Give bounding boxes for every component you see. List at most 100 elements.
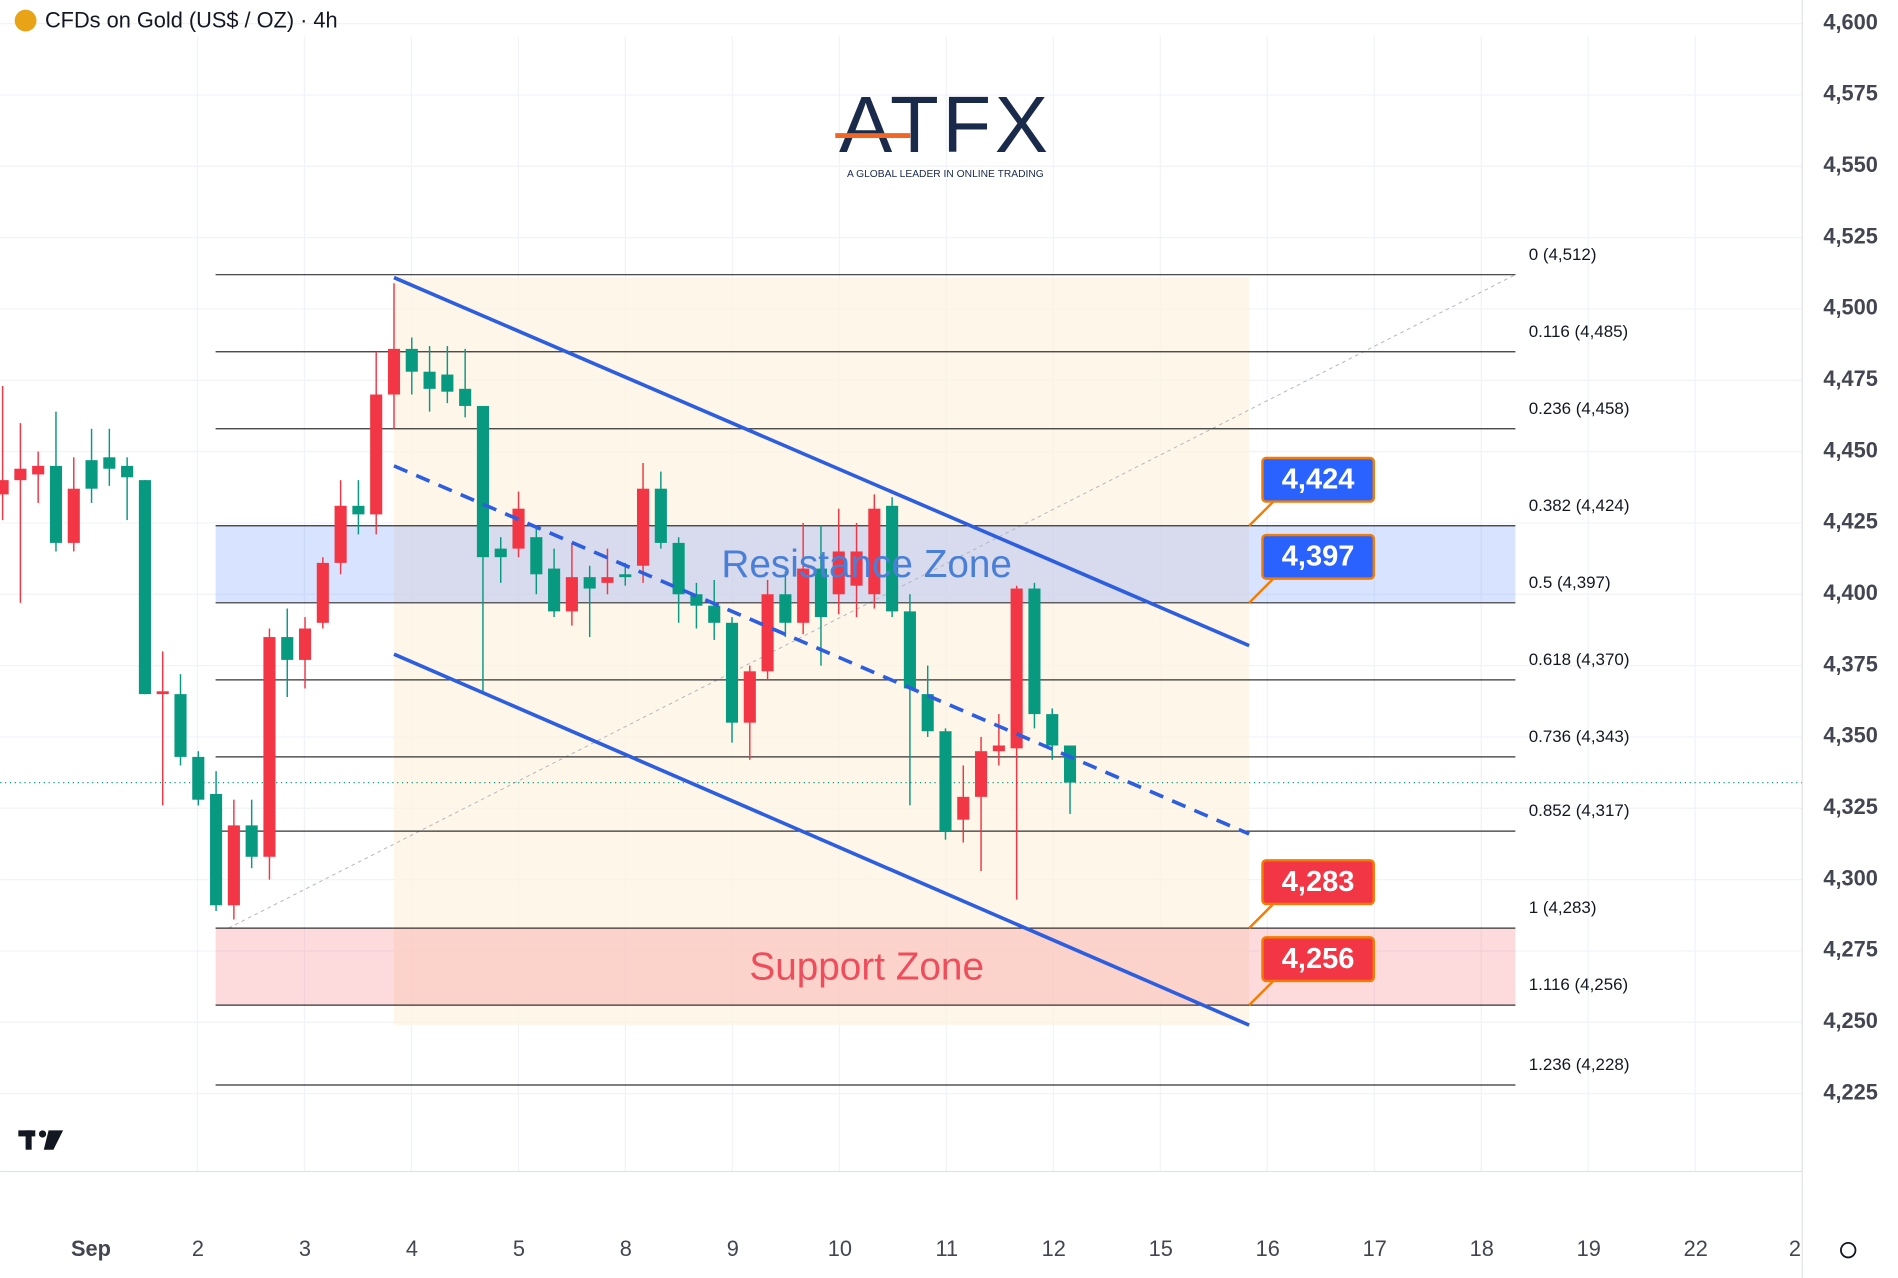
candle-body [459, 388, 472, 406]
logo-tagline: A GLOBAL LEADER IN ONLINE TRADING [847, 169, 1044, 180]
y-tick-label: 4,225 [1823, 1079, 1877, 1104]
callout-box [1261, 936, 1375, 983]
logo: ATFX [839, 80, 1052, 169]
settings-icon[interactable] [1840, 1241, 1857, 1259]
candle-body [121, 465, 134, 478]
candle-body [103, 457, 116, 469]
candle-body [316, 562, 329, 623]
candle-body [601, 577, 614, 583]
callout-pointer [1248, 577, 1275, 604]
candle-body [49, 465, 63, 543]
candle-body [423, 371, 436, 389]
candle-body [281, 637, 294, 660]
x-tick-label: Sep [71, 1236, 111, 1261]
candle-body [725, 622, 739, 723]
candle-body [868, 508, 881, 595]
fib-label: 0.618 (4,370) [1529, 650, 1630, 669]
y-tick-label: 4,475 [1823, 366, 1877, 391]
fib-label: 0.116 (4,485) [1529, 322, 1629, 341]
y-tick-label: 4,375 [1823, 651, 1877, 676]
callout-box [1261, 456, 1375, 503]
candle-body [814, 568, 828, 618]
fib-label: 0 (4,512) [1529, 245, 1597, 264]
y-tick-label: 4,500 [1823, 295, 1877, 320]
candle-body [174, 694, 187, 757]
x-tick-label: 10 [828, 1236, 852, 1261]
y-tick-label: 4,250 [1823, 1008, 1877, 1033]
y-tick-label: 4,600 [1823, 9, 1877, 34]
fib-label: 0.736 (4,343) [1529, 727, 1630, 746]
x-tick-label: 8 [620, 1236, 632, 1261]
y-tick-label: 4,400 [1823, 580, 1877, 605]
callout-pointer [1248, 903, 1275, 929]
y-tick-label: 4,550 [1823, 152, 1877, 177]
candle-body [298, 628, 312, 660]
candle-body [405, 348, 418, 372]
y-tick-label: 4,325 [1823, 794, 1877, 819]
candles [0, 283, 1077, 920]
fib-label: 1 (4,283) [1529, 898, 1597, 917]
callout-box [1261, 859, 1375, 906]
zone-label: Resistance Zone [721, 543, 1012, 586]
candle-body [637, 488, 650, 566]
overlays: 4,225 4,250 4,275 4,300 4,325 4,350 4,375 4,400… [71, 9, 1878, 1261]
candle-body [672, 542, 685, 595]
candle-body [530, 537, 543, 575]
chart-title: CFDs on Gold (US$ / OZ) · 4h [45, 8, 338, 33]
candle-body [14, 468, 27, 481]
candle-body [441, 374, 454, 392]
candle-body [957, 796, 970, 820]
candle-body [512, 508, 525, 549]
x-tick-label: 3 [299, 1236, 311, 1261]
candle-body [548, 568, 561, 612]
channel-middle [393, 464, 1250, 836]
candle-body [1010, 588, 1023, 749]
candle-body [797, 568, 810, 623]
channel-upper [393, 275, 1250, 648]
symbol-icon [14, 9, 37, 32]
callout-pointer [1248, 500, 1275, 527]
candle-body [67, 488, 80, 543]
x-tick-label: 12 [1042, 1236, 1066, 1261]
fib-label: 0.236 (4,458) [1529, 399, 1630, 418]
tv-logo-part [43, 1130, 64, 1150]
callout-pointer [1248, 980, 1275, 1006]
candle-body [210, 793, 223, 906]
candle-body [975, 751, 988, 797]
channel-lower [393, 652, 1250, 1027]
y-tick-label: 4,350 [1823, 723, 1877, 748]
candle-body [245, 825, 258, 857]
candle-body [1063, 745, 1077, 783]
y-tick-label: 4,300 [1823, 865, 1877, 890]
candle-body [921, 694, 934, 732]
candle-body [138, 480, 151, 695]
candle-body [85, 460, 98, 489]
candle-body [0, 480, 9, 495]
candle-body [743, 671, 756, 723]
callout-label: 4,397 [1282, 541, 1355, 573]
callout-box [1261, 533, 1375, 580]
y-tick-label: 4,425 [1823, 509, 1877, 534]
candle-body [654, 488, 667, 543]
x-tick-label: 4 [406, 1236, 418, 1261]
candle-body [886, 505, 899, 612]
x-tick-label: 11 [936, 1236, 959, 1261]
fib-label: 0.382 (4,424) [1529, 496, 1630, 515]
tradingview-logo [18, 1130, 64, 1150]
candle-body [992, 745, 1005, 752]
candle-body [156, 691, 169, 695]
x-tick-label: 19 [1577, 1236, 1601, 1261]
candle-body [779, 594, 792, 623]
callout-label: 4,256 [1282, 943, 1355, 975]
candle-body [1028, 588, 1041, 715]
candle-body [832, 551, 845, 595]
y-tick-label: 4,525 [1823, 223, 1877, 248]
candle-body [583, 577, 596, 589]
x-tick-label: 2 [1789, 1236, 1801, 1261]
x-tick-label: 16 [1256, 1236, 1280, 1261]
tv-logo-part [25, 1130, 32, 1150]
x-tick-label: 22 [1684, 1236, 1708, 1261]
x-tick-label: 9 [727, 1236, 739, 1261]
candle-body [494, 548, 507, 558]
candle-body [32, 465, 45, 475]
